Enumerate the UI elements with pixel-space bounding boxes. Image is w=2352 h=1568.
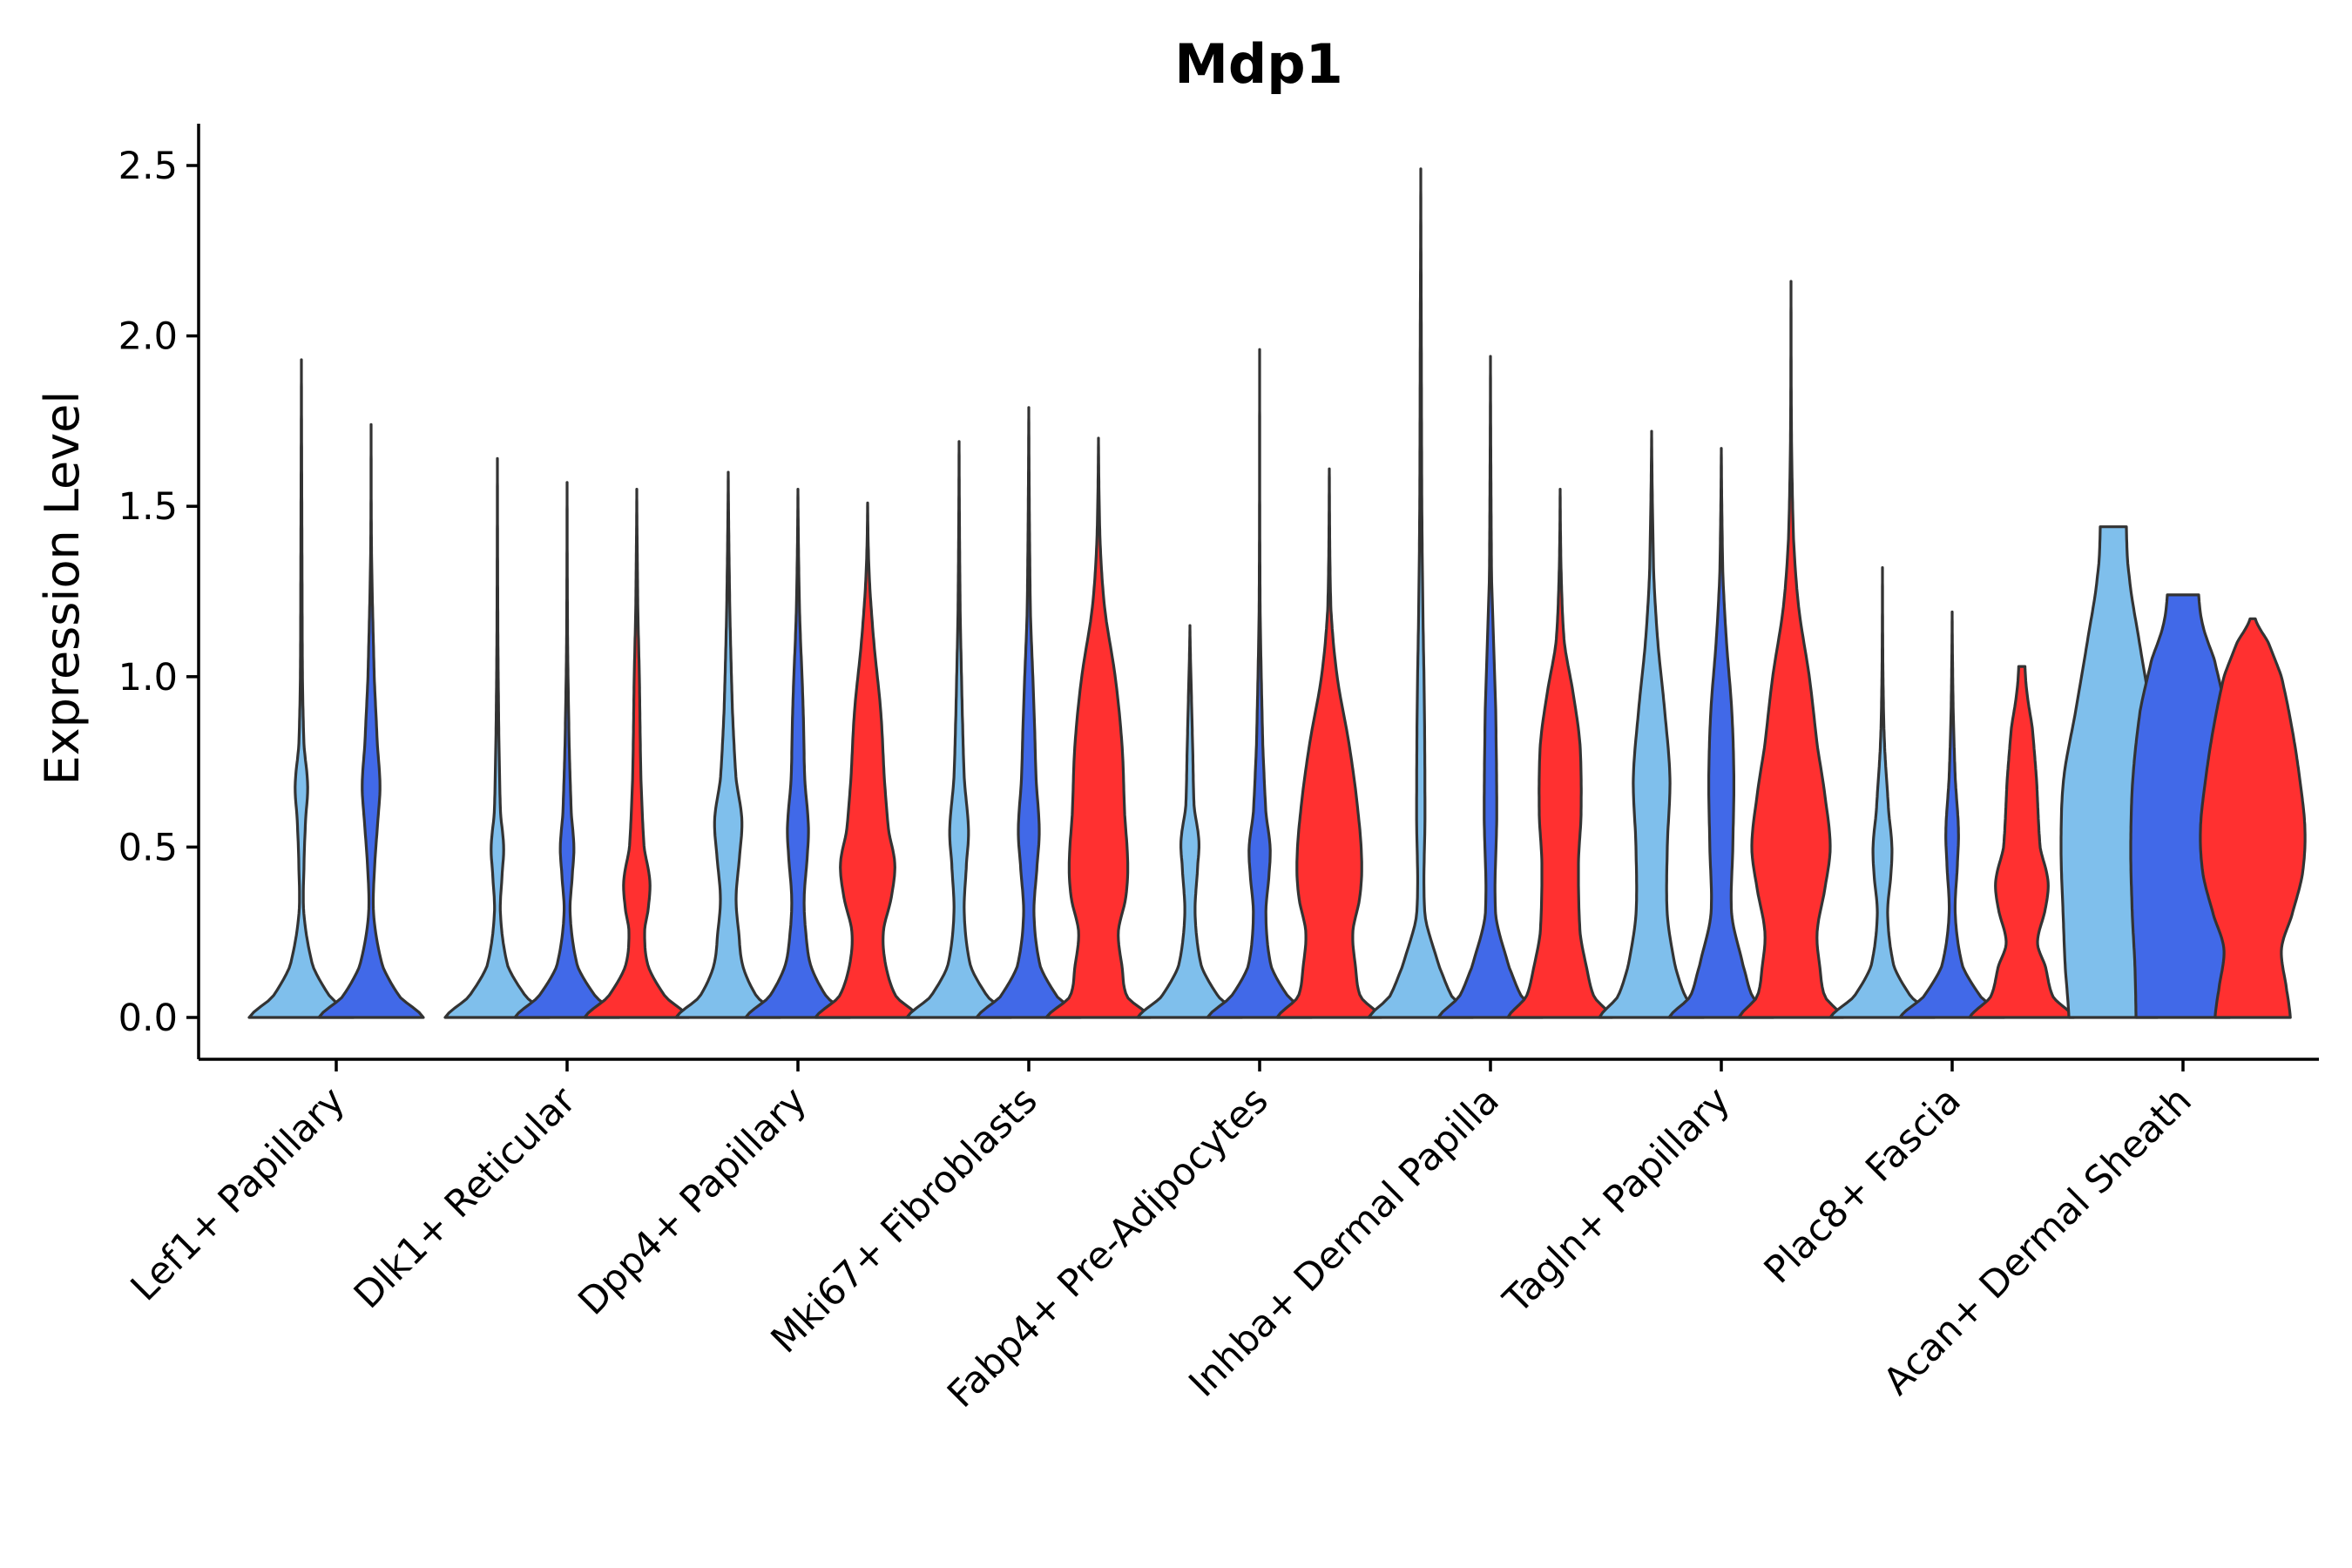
- violin-8-2: [2199, 617, 2307, 1019]
- violin-1-0: [443, 456, 551, 1019]
- chart-title: Mdp1: [1174, 32, 1343, 96]
- violin-0-0: [247, 358, 355, 1019]
- violin-4-1: [1206, 348, 1314, 1019]
- y-tick-label: 1.0: [118, 656, 178, 700]
- violin-6-2: [1737, 280, 1845, 1019]
- violins-layer: [247, 167, 2307, 1019]
- violin-4-2: [1275, 467, 1383, 1019]
- y-axis-label: Expression Level: [35, 391, 90, 786]
- violin-1-1: [513, 481, 621, 1019]
- violin-6-0: [1598, 429, 1706, 1019]
- violin-4-0: [1136, 624, 1244, 1019]
- violin-6-1: [1667, 447, 1775, 1019]
- violin-3-0: [905, 440, 1013, 1019]
- y-tick-label: 0.5: [118, 826, 178, 869]
- violin-7-1: [1898, 610, 2006, 1019]
- violin-7-0: [1828, 566, 1936, 1019]
- y-ticks-layer: 0.0 0.5 1.0 1.5 2.0 2.5: [118, 145, 199, 1040]
- violin-0-1: [317, 422, 425, 1019]
- violin-2-2: [814, 501, 922, 1019]
- y-tick-label: 2.0: [118, 315, 178, 359]
- violin-2-0: [674, 470, 782, 1019]
- violin-1-2: [583, 488, 691, 1019]
- violin-5-0: [1367, 167, 1475, 1019]
- y-tick-label: 0.0: [118, 997, 178, 1040]
- violin-2-1: [744, 488, 852, 1019]
- y-tick-label: 2.5: [118, 145, 178, 188]
- violin-3-2: [1044, 436, 1152, 1019]
- violin-3-1: [975, 406, 1083, 1019]
- violin-5-2: [1506, 488, 1614, 1019]
- violin-7-2: [1968, 665, 2076, 1019]
- violin-5-1: [1436, 355, 1544, 1019]
- y-tick-label: 1.5: [118, 485, 178, 529]
